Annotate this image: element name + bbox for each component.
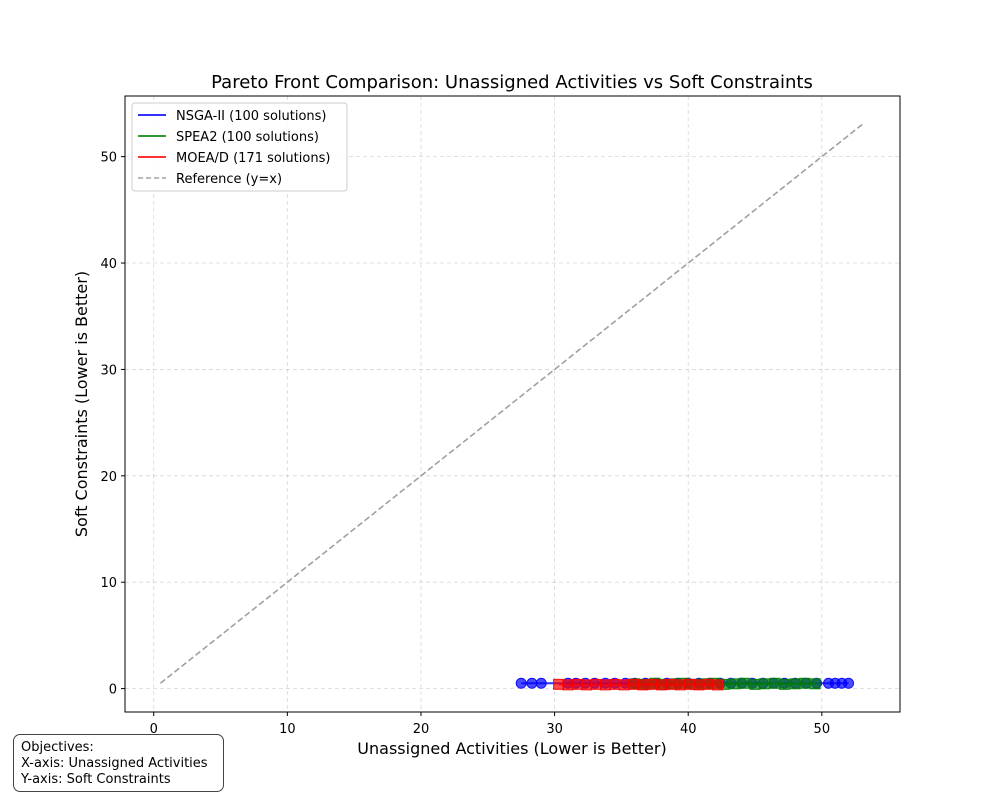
data-point [535,677,547,689]
plot-frame [124,95,901,713]
data-point [749,678,761,690]
x-tick-label: 30 [546,722,563,737]
data-point [758,678,770,690]
reference-line [159,121,866,684]
y-axis-label: Soft Constraints (Lower is Better) [72,271,91,537]
data-point [609,678,621,690]
data-point [637,679,649,691]
data-point [674,679,686,691]
data-point [769,677,781,689]
annotation-line-2: X-axis: Unassigned Activities [21,756,208,771]
data-point [590,678,602,690]
y-tick-label: 50 [100,151,117,166]
y-tick-label: 40 [100,257,117,272]
data-point [843,677,855,689]
legend: NSGA-II (100 solutions) SPEA2 (100 soluti… [131,102,348,192]
objectives-annotation: Objectives: X-axis: Unassigned Activitie… [13,734,224,792]
x-tick-label: 20 [413,722,430,737]
data-point [729,678,741,690]
x-tick-label: 0 [150,722,158,737]
data-point [738,677,750,689]
data-point [693,679,705,691]
grid [125,96,900,712]
legend-label: SPEA2 (100 solutions) [176,130,319,145]
annotation-line-1: Objectives: [21,740,94,755]
x-tick-label: 50 [814,722,831,737]
legend-frame [131,102,348,192]
series-3 [553,678,724,691]
data-point [553,678,565,690]
y-tick-label: 20 [100,470,117,485]
data-point [646,678,658,690]
legend-label: NSGA-II (100 solutions) [176,109,327,124]
reference-line-layer [159,121,866,684]
data-point [798,677,810,689]
x-tick-label: 40 [680,722,697,737]
data-point [778,678,790,690]
data-point [618,679,630,691]
legend-label: MOEA/D (171 solutions) [176,151,330,166]
data-point [789,678,801,690]
series-layer [515,677,855,691]
data-point [809,678,821,690]
data-point [665,678,677,690]
x-axis-label: Unassigned Activities (Lower is Better) [357,739,666,758]
data-point [712,679,724,691]
y-tick-label: 0 [109,683,117,698]
chart-title: Pareto Front Comparison: Unassigned Acti… [211,72,813,93]
data-point [627,678,639,690]
y-tick-label: 10 [100,576,117,591]
data-point [562,679,574,691]
data-point [515,677,527,689]
data-point [571,678,583,690]
data-point [655,679,667,691]
y-tick-label: 30 [100,363,117,378]
x-tick-label: 10 [279,722,296,737]
data-point [599,679,611,691]
axis-ticks: 0 10 20 30 40 50 0 10 20 30 40 50 [100,151,830,737]
data-point [581,679,593,691]
data-point [526,677,538,689]
legend-label: Reference (y=x) [176,172,282,187]
data-point [702,678,714,690]
data-point [684,678,696,690]
annotation-line-3: Y-axis: Soft Constraints [21,772,171,787]
